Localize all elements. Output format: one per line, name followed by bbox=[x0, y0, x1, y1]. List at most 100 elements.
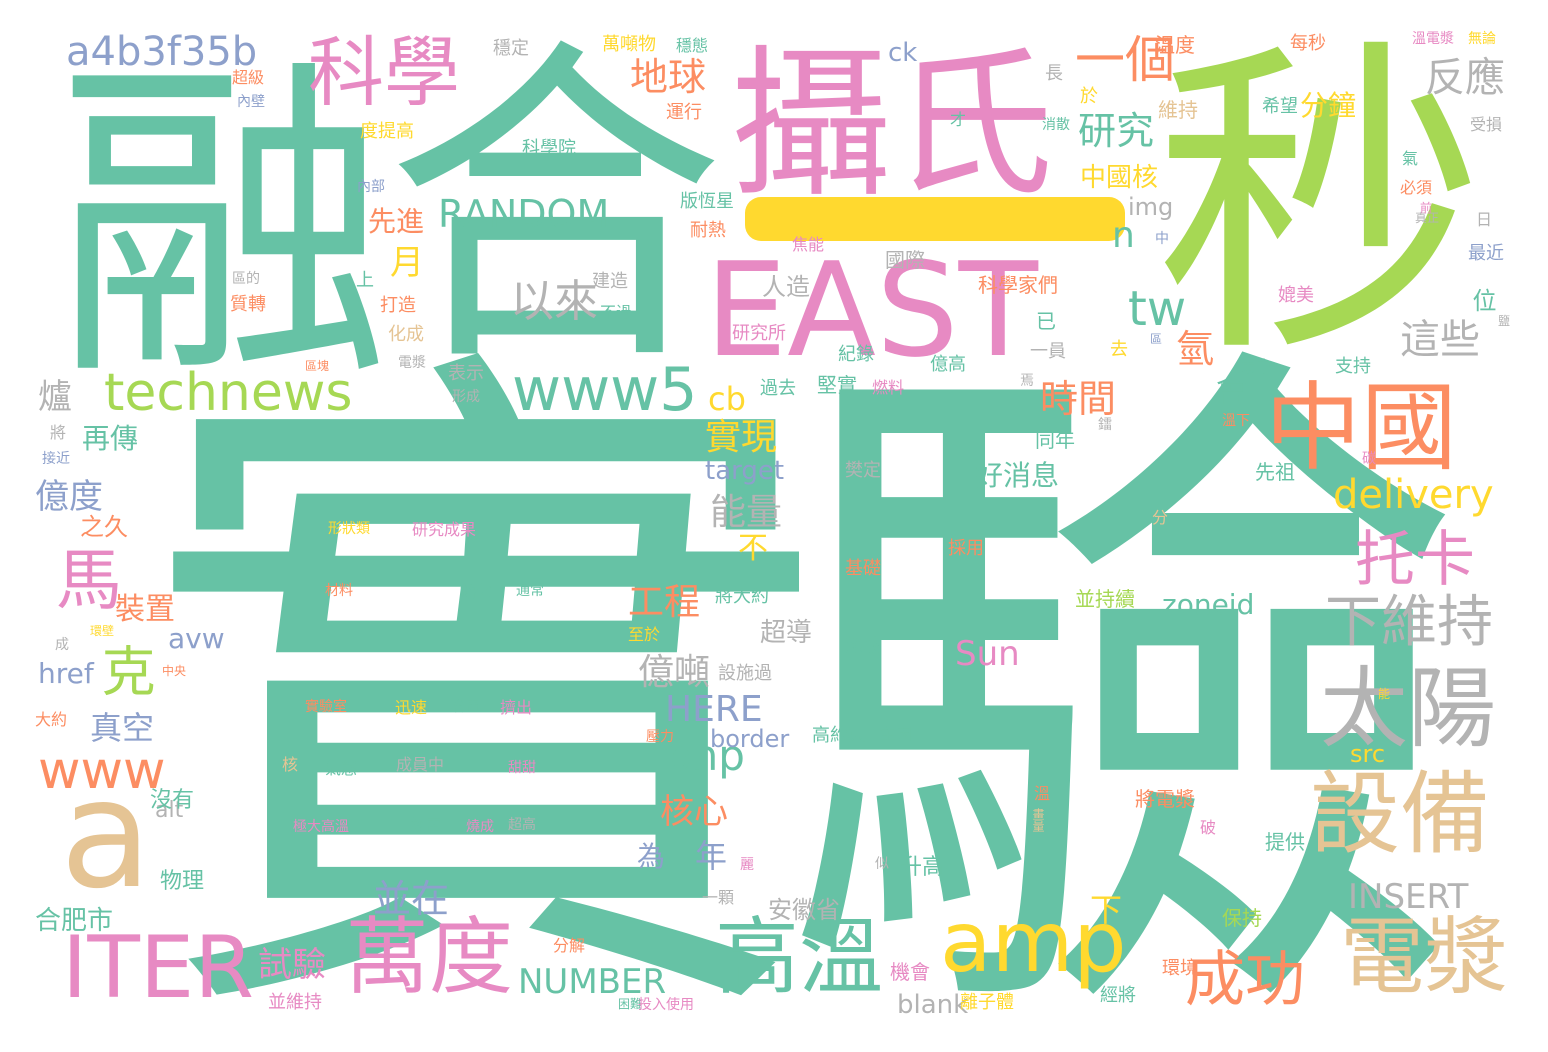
word: 實驗室 bbox=[305, 699, 347, 715]
word: NUMBER bbox=[518, 962, 667, 1002]
word: 中 bbox=[1155, 231, 1169, 247]
word: 不過 bbox=[600, 303, 633, 322]
word: 並在 bbox=[373, 877, 450, 921]
word: 爐 bbox=[38, 377, 72, 417]
word: 通常 bbox=[516, 583, 544, 599]
word: 秒 bbox=[1155, 13, 1485, 397]
word: 溫度 bbox=[1155, 33, 1195, 57]
word: 溫下 bbox=[1222, 413, 1250, 429]
word: 好消息 bbox=[975, 459, 1060, 492]
word: 克 bbox=[92, 643, 155, 697]
word: 為 bbox=[637, 840, 666, 873]
word: 這些 bbox=[1400, 317, 1480, 363]
word: 不 bbox=[738, 531, 768, 566]
word: 畫量 bbox=[1031, 808, 1045, 832]
word: 研究成果 bbox=[412, 520, 477, 539]
word: 焉 bbox=[1020, 373, 1034, 389]
yellow-dash-shape bbox=[745, 197, 1125, 241]
word: 成功 bbox=[1185, 945, 1305, 1015]
word: 每秒 bbox=[1290, 33, 1326, 54]
word: 離子體 bbox=[960, 992, 1014, 1013]
word: 設施過 bbox=[718, 663, 772, 684]
word: 運行 bbox=[666, 102, 702, 123]
word: href bbox=[38, 657, 94, 690]
word: php bbox=[665, 731, 745, 780]
word: 試驗 bbox=[258, 945, 326, 985]
word: 成 bbox=[55, 637, 69, 653]
word: 迅速 bbox=[395, 698, 428, 717]
word: 機會 bbox=[890, 960, 930, 984]
word: 億度 bbox=[35, 477, 103, 517]
word: 似 bbox=[875, 856, 889, 872]
word: 氫 bbox=[1176, 327, 1215, 371]
word: a4b3f35b bbox=[66, 29, 258, 75]
word: 超級 bbox=[232, 68, 265, 87]
word: target bbox=[705, 456, 785, 486]
word: EAST bbox=[705, 234, 1038, 386]
word: 質轉 bbox=[230, 294, 266, 315]
word: 形狀類 bbox=[328, 521, 370, 537]
word: 內部 bbox=[357, 179, 385, 195]
word: 萬噸物 bbox=[602, 34, 656, 55]
word: 採用 bbox=[948, 538, 984, 559]
word: 實現 bbox=[705, 417, 778, 458]
word: 長 bbox=[1045, 63, 1063, 84]
word: 沒有 bbox=[150, 788, 195, 813]
word: 萬度 bbox=[345, 908, 514, 1006]
word: 保持 bbox=[1222, 906, 1262, 930]
word: 馬 bbox=[45, 545, 122, 611]
word: 前 bbox=[1420, 201, 1433, 215]
word: 建造 bbox=[592, 271, 628, 292]
word: 裝置 bbox=[115, 592, 175, 627]
word: src bbox=[1350, 740, 1386, 768]
word: 穩態 bbox=[676, 36, 709, 55]
word: 才 bbox=[950, 110, 967, 129]
word: 高溫 bbox=[715, 908, 884, 1006]
word: tw bbox=[1128, 281, 1187, 337]
word: 於 bbox=[1080, 86, 1098, 107]
word: 區塊 bbox=[305, 359, 330, 373]
word: 困難 bbox=[618, 997, 643, 1011]
word: 位 bbox=[1468, 288, 1496, 312]
word: 升高 bbox=[900, 855, 945, 880]
word: 碳 bbox=[1362, 451, 1376, 467]
word: img bbox=[1128, 193, 1174, 221]
word: 超導 bbox=[760, 618, 813, 648]
word: 基礎 bbox=[845, 558, 881, 579]
word: 經將 bbox=[1100, 985, 1136, 1006]
word: 打造 bbox=[380, 295, 416, 316]
word: ck bbox=[888, 38, 918, 68]
word: blank bbox=[897, 990, 969, 1020]
word: 氣態 bbox=[325, 759, 358, 778]
word: 堅實 bbox=[817, 373, 857, 397]
word: 主因 bbox=[880, 725, 913, 744]
word: 極大高溫 bbox=[293, 819, 349, 835]
word: 內壁 bbox=[237, 94, 265, 110]
word: 反應 bbox=[1425, 55, 1505, 101]
word: 必須 bbox=[1400, 178, 1433, 197]
word: 版恆星 bbox=[680, 191, 734, 212]
word: 會電 bbox=[452, 699, 480, 715]
word: 溫電漿 bbox=[1412, 31, 1454, 47]
word: 分解 bbox=[553, 936, 586, 955]
word: 過去 bbox=[760, 378, 796, 399]
word: 地球 bbox=[630, 55, 707, 99]
word: 設備 bbox=[1310, 762, 1490, 867]
word: 安徽省 bbox=[768, 896, 840, 924]
word: delivery bbox=[1333, 472, 1494, 518]
word: 區的 bbox=[232, 271, 260, 287]
word: 將 bbox=[50, 423, 67, 442]
word: 接近 bbox=[42, 451, 70, 467]
word: avw bbox=[168, 622, 225, 655]
word: 分鐘 bbox=[1300, 89, 1357, 122]
word: HERE bbox=[665, 689, 763, 730]
word: 溫 bbox=[1031, 785, 1050, 801]
word: 成員中 bbox=[396, 755, 445, 774]
word: 億噸 bbox=[638, 652, 711, 693]
word: 並維持 bbox=[268, 992, 322, 1013]
word: 環境 bbox=[1162, 958, 1198, 979]
word: 工程 bbox=[628, 582, 701, 623]
word: a bbox=[60, 748, 152, 922]
word: 放電 bbox=[410, 816, 443, 835]
